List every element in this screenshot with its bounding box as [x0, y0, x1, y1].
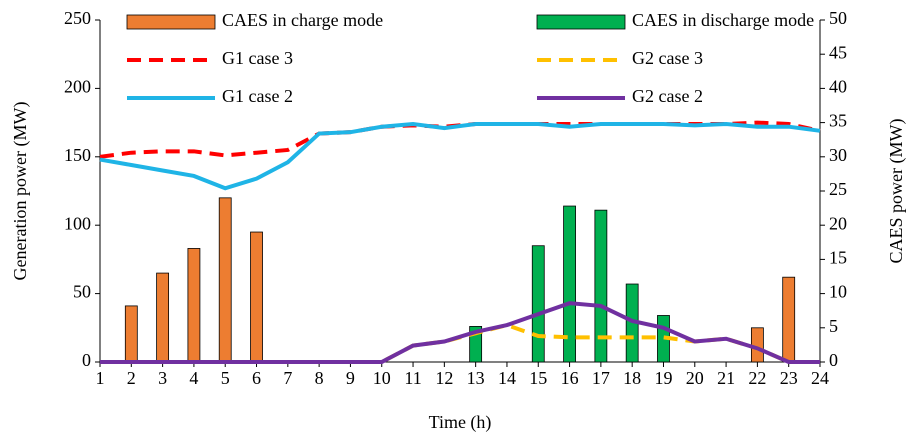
x-tick-label: 21 [717, 368, 735, 388]
y-tick-label: 150 [64, 145, 91, 165]
bar [750, 327, 764, 363]
x-tick-label: 5 [221, 368, 230, 388]
legend-swatch [126, 14, 216, 30]
y2-tick-label: 50 [829, 8, 847, 28]
x-tick-label: 9 [346, 368, 355, 388]
legend-swatch [536, 14, 626, 30]
bar [594, 209, 608, 363]
x-tick-label: 17 [592, 368, 610, 388]
x-tick-label: 22 [748, 368, 766, 388]
y-tick-label: 100 [64, 213, 91, 233]
x-tick-label: 8 [315, 368, 324, 388]
x-tick-label: 10 [373, 368, 391, 388]
x-tick-label: 24 [811, 368, 829, 388]
legend-label: G2 case 2 [632, 86, 703, 106]
x-axis-label: Time (h) [429, 412, 492, 433]
y2-tick-label: 30 [829, 145, 847, 165]
x-tick-label: 15 [529, 368, 547, 388]
y-tick-label: 50 [73, 282, 91, 302]
line [100, 301, 820, 364]
x-tick-label: 3 [158, 368, 167, 388]
legend-label: G1 case 3 [222, 48, 293, 68]
x-tick-label: 7 [283, 368, 292, 388]
x-tick-label: 16 [561, 368, 579, 388]
y2-tick-label: 0 [829, 350, 838, 370]
x-tick-label: 18 [623, 368, 641, 388]
line [100, 322, 820, 364]
line [99, 121, 821, 191]
y2-tick-label: 40 [829, 77, 847, 97]
y2-tick-label: 20 [829, 213, 847, 233]
bar [187, 248, 201, 363]
x-tick-label: 13 [467, 368, 485, 388]
y-tick-label: 250 [64, 8, 91, 28]
y2-tick-label: 45 [829, 42, 847, 62]
x-tick-label: 19 [654, 368, 672, 388]
x-tick-label: 23 [780, 368, 798, 388]
bar [156, 272, 170, 363]
bar [782, 276, 796, 363]
y2-tick-label: 10 [829, 282, 847, 302]
bar [250, 231, 263, 363]
y2-tick-label: 15 [829, 248, 847, 268]
x-tick-label: 6 [252, 368, 261, 388]
y-tick-label: 0 [82, 350, 91, 370]
legend-label: CAES in discharge mode [632, 10, 814, 30]
x-tick-label: 20 [686, 368, 704, 388]
legend-label: G2 case 3 [632, 48, 703, 68]
y-tick-label: 200 [64, 77, 91, 97]
x-tick-label: 2 [127, 368, 136, 388]
bar [563, 205, 576, 363]
bar [124, 305, 138, 363]
bar [218, 197, 232, 363]
x-tick-label: 11 [404, 368, 421, 388]
legend-label: CAES in charge mode [222, 10, 383, 30]
bar [531, 245, 545, 363]
y2-tick-label: 35 [829, 111, 847, 131]
x-tick-label: 1 [96, 368, 105, 388]
legend-label: G1 case 2 [222, 86, 293, 106]
x-tick-label: 4 [189, 368, 198, 388]
x-tick-label: 12 [435, 368, 453, 388]
y2-tick-label: 5 [829, 316, 838, 336]
y2-tick-label: 25 [829, 179, 847, 199]
x-tick-label: 14 [498, 368, 516, 388]
y2-axis-label: CAES power (MW) [886, 119, 907, 264]
y-axis-label: Generation power (MW) [10, 102, 31, 281]
